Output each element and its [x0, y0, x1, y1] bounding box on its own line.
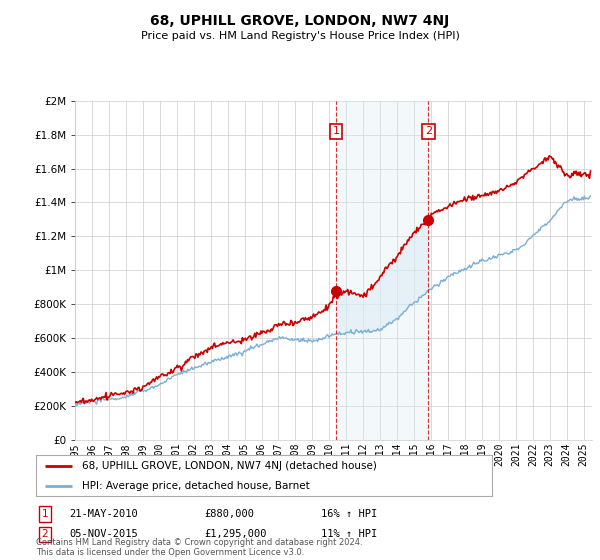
Text: 21-MAY-2010: 21-MAY-2010 [69, 509, 138, 519]
Text: Contains HM Land Registry data © Crown copyright and database right 2024.
This d: Contains HM Land Registry data © Crown c… [36, 538, 362, 557]
Text: 2: 2 [41, 529, 49, 539]
Text: £880,000: £880,000 [204, 509, 254, 519]
Text: 68, UPHILL GROVE, LONDON, NW7 4NJ: 68, UPHILL GROVE, LONDON, NW7 4NJ [151, 14, 449, 28]
Text: HPI: Average price, detached house, Barnet: HPI: Average price, detached house, Barn… [82, 482, 310, 491]
Text: £1,295,000: £1,295,000 [204, 529, 266, 539]
Text: 16% ↑ HPI: 16% ↑ HPI [321, 509, 377, 519]
Text: 11% ↑ HPI: 11% ↑ HPI [321, 529, 377, 539]
Text: 2: 2 [425, 127, 432, 136]
Text: 05-NOV-2015: 05-NOV-2015 [69, 529, 138, 539]
Text: 1: 1 [41, 509, 49, 519]
Text: 1: 1 [332, 127, 340, 136]
Text: Price paid vs. HM Land Registry's House Price Index (HPI): Price paid vs. HM Land Registry's House … [140, 31, 460, 41]
Text: 68, UPHILL GROVE, LONDON, NW7 4NJ (detached house): 68, UPHILL GROVE, LONDON, NW7 4NJ (detac… [82, 461, 376, 471]
